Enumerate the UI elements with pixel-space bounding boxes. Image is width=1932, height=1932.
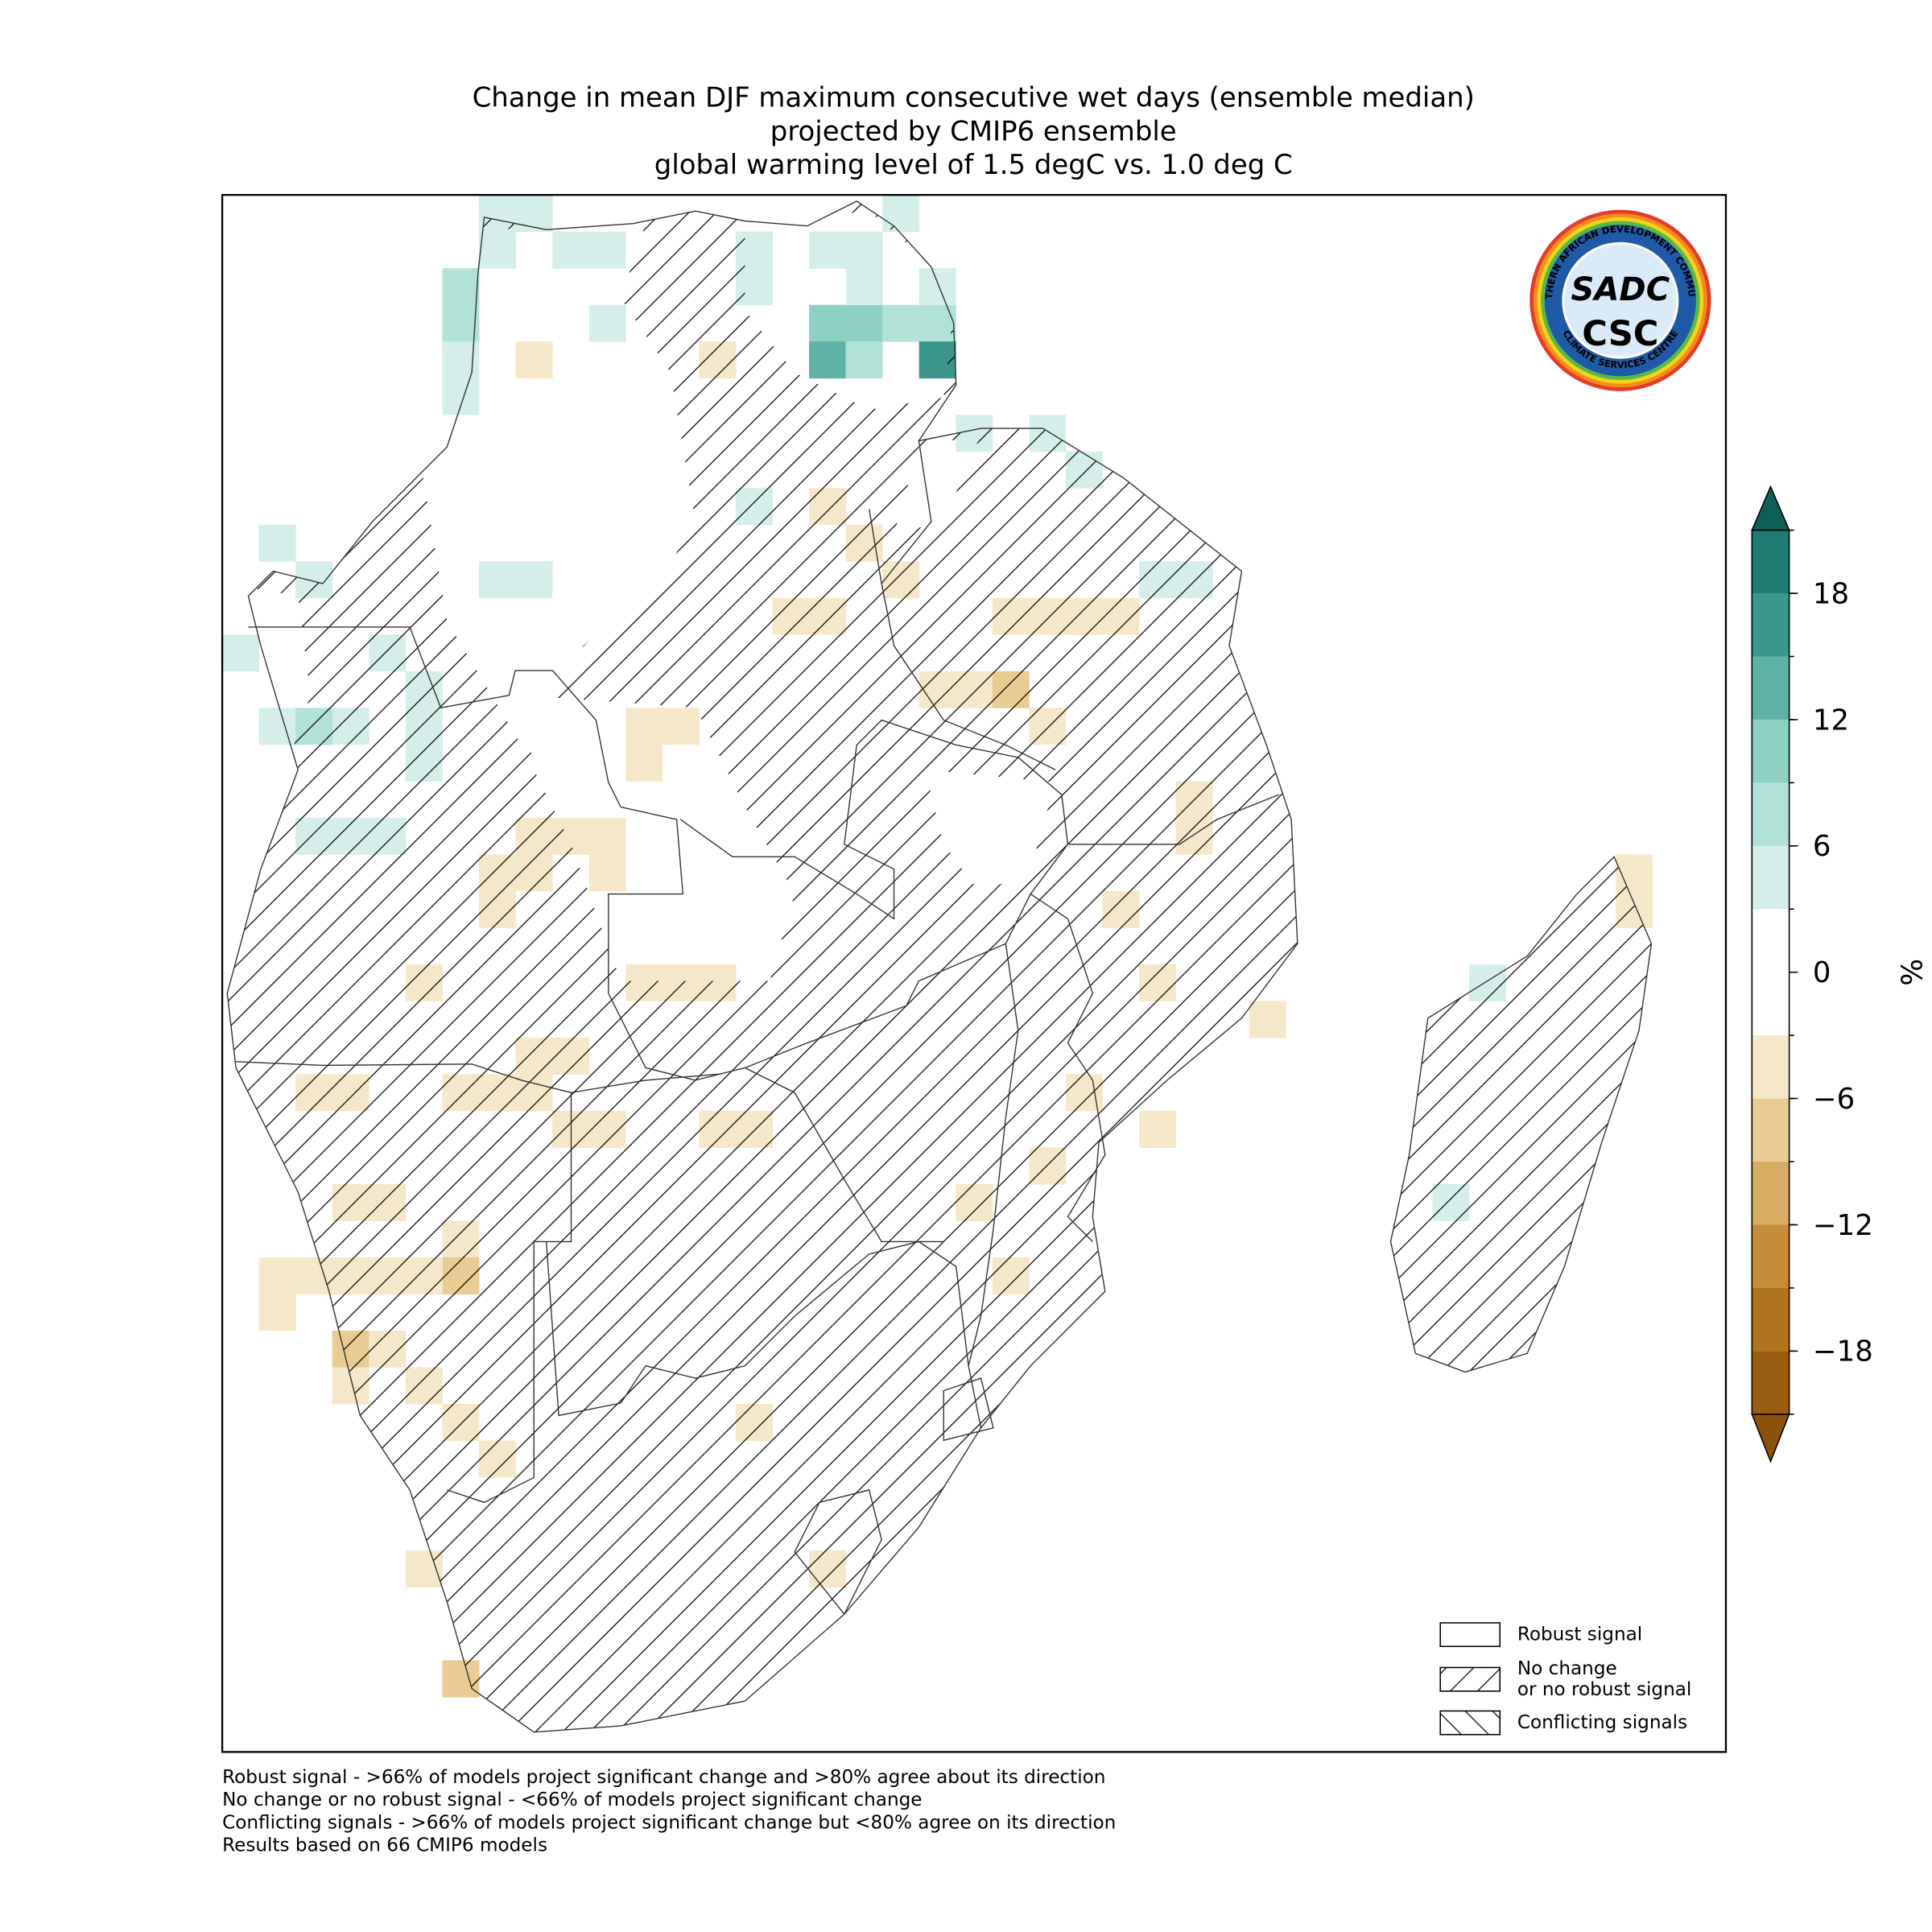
logo-center [1562,242,1679,359]
footnote: Robust signal - >66% of models project s… [222,1767,1105,1788]
colorbar-band [1752,1035,1790,1099]
border [881,440,932,584]
colorbar-tick-label: 18 [1813,577,1849,610]
colorbar-band [1752,1351,1790,1414]
logo-main: CSC [1582,314,1658,354]
colorbar-tick-label: 12 [1813,704,1849,737]
border [236,1061,720,1094]
legend-label: or no robust signal [1517,1679,1692,1700]
coastline [226,200,1298,1733]
coastline [1389,856,1653,1373]
colorbar: −18 −12 −6 0 6 12 18% [1751,485,1930,1463]
colorbar-tick-label: −6 [1813,1083,1855,1116]
footnote: Results based on 66 CMIP6 models [222,1835,547,1856]
logo-mark: SADC [1571,271,1670,308]
border [1067,794,1279,845]
coastlines-borders [226,200,1653,1733]
border [794,1489,882,1616]
colorbar-band [1752,782,1790,846]
colorbar-tick-label: −18 [1813,1335,1873,1368]
title-line: projected by CMIP6 ensemble [770,116,1177,147]
colorbar-band [1752,656,1790,720]
notes: Robust signal - >66% of models project s… [222,1767,1116,1856]
legend-swatch [1439,1710,1501,1736]
hatch-fill [222,195,1726,1752]
colorbar-tick-label: −12 [1813,1209,1873,1242]
border [447,1092,572,1504]
colorbar-band [1752,530,1790,594]
footnote: Conflicting signals - >66% of models pro… [222,1812,1116,1833]
legend-swatch [1439,1666,1501,1692]
border [545,1241,982,1428]
colorbar-band [1752,909,1790,1036]
colorbar-band [1752,1287,1790,1352]
colorbar-label: % [1897,959,1930,986]
colorbar-band [1752,1162,1790,1225]
map-frame [221,194,1728,1753]
colorbar-band [1752,719,1790,783]
legend-swatch [1439,1622,1501,1648]
legend-label: Conflicting signals [1517,1712,1687,1733]
border [869,509,1056,770]
colorbar-band [1752,1224,1790,1288]
legend-label: No change [1517,1658,1617,1679]
colorbar-band [1752,593,1790,657]
border [679,719,1069,1069]
colorbar-band [1752,1098,1790,1162]
colorbar-tick-label: 0 [1813,956,1831,989]
border [943,1377,994,1442]
colorbar-tick-label: 6 [1813,830,1831,863]
border [1030,893,1106,1242]
title-line: Change in mean DJF maximum consecutive w… [473,83,1475,114]
border [248,626,944,1243]
legend-label: Robust signal [1517,1624,1642,1645]
colorbar-band [1752,845,1790,910]
hatching [222,195,1726,1752]
border [968,943,1019,1366]
footnote: No change or no robust signal - <66% of … [222,1790,922,1810]
title-line: global warming level of 1.5 degC vs. 1.0… [654,150,1293,181]
